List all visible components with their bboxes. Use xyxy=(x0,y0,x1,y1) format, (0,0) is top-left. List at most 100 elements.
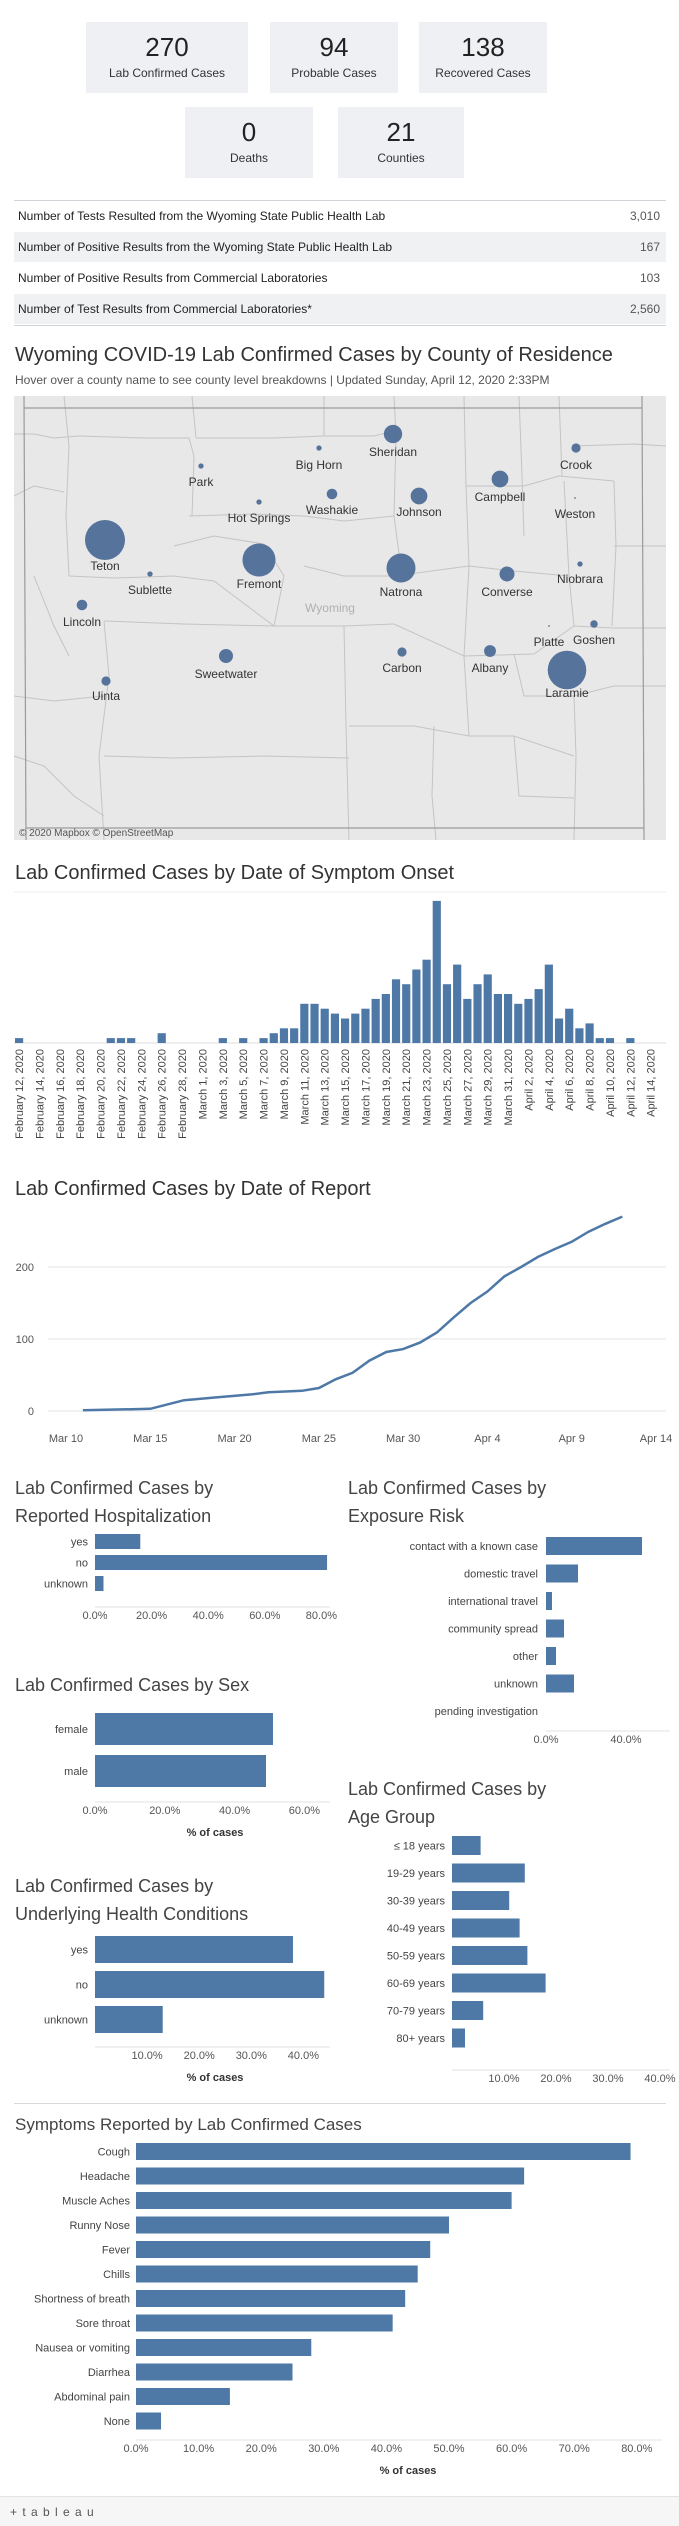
onset-bar[interactable] xyxy=(504,994,513,1043)
county-label[interactable]: Washakie xyxy=(306,503,359,517)
onset-bar[interactable] xyxy=(218,1038,227,1043)
onset-bar[interactable] xyxy=(463,998,472,1043)
onset-bar[interactable] xyxy=(534,989,543,1043)
county-marker[interactable] xyxy=(491,470,509,488)
bar[interactable] xyxy=(95,1576,104,1591)
onset-bar[interactable] xyxy=(330,1013,339,1043)
county-marker[interactable] xyxy=(577,561,583,567)
county-label[interactable]: Albany xyxy=(472,661,509,675)
cumulative-cases-line[interactable] xyxy=(82,1215,623,1412)
onset-bar[interactable] xyxy=(157,1033,166,1043)
bar[interactable] xyxy=(452,2001,484,2020)
county-label[interactable]: Johnson xyxy=(396,505,441,519)
county-marker[interactable] xyxy=(386,553,416,583)
onset-bar[interactable] xyxy=(116,1038,126,1043)
county-marker[interactable] xyxy=(410,487,428,505)
bar[interactable] xyxy=(95,1713,273,1745)
onset-bar[interactable] xyxy=(605,1038,615,1043)
bar[interactable] xyxy=(95,2006,163,2033)
county-marker[interactable] xyxy=(147,571,153,577)
county-marker[interactable] xyxy=(256,499,262,505)
county-marker[interactable] xyxy=(218,648,234,664)
county-label[interactable]: Lincoln xyxy=(63,615,101,629)
county-label[interactable]: Uinta xyxy=(92,689,120,703)
onset-bar[interactable] xyxy=(524,998,533,1043)
county-marker[interactable] xyxy=(397,647,407,657)
onset-bar[interactable] xyxy=(554,1018,564,1044)
bar[interactable] xyxy=(136,2314,393,2332)
county-label[interactable]: Weston xyxy=(555,507,595,521)
county-label[interactable]: Niobrara xyxy=(557,572,603,586)
county-label[interactable]: Sheridan xyxy=(369,445,417,459)
map-attribution[interactable]: © 2020 Mapbox © OpenStreetMap xyxy=(19,828,174,839)
onset-bar[interactable] xyxy=(300,1003,309,1043)
county-marker[interactable] xyxy=(484,645,496,657)
bar[interactable] xyxy=(136,2167,525,2185)
onset-bar[interactable] xyxy=(351,1013,360,1043)
onset-bar[interactable] xyxy=(320,1008,329,1043)
onset-bar[interactable] xyxy=(361,1008,370,1043)
onset-bar[interactable] xyxy=(371,998,380,1043)
county-marker[interactable] xyxy=(316,445,322,451)
bar[interactable] xyxy=(95,1755,267,1787)
county-label[interactable]: Fremont xyxy=(237,577,282,591)
bar[interactable] xyxy=(452,1973,546,1993)
bar[interactable] xyxy=(136,2339,312,2356)
onset-bar[interactable] xyxy=(279,1028,289,1043)
bar[interactable] xyxy=(95,1936,293,1963)
bar[interactable] xyxy=(136,2265,418,2283)
bar[interactable] xyxy=(546,1647,556,1665)
county-label[interactable]: Platte xyxy=(534,635,565,649)
onset-bar[interactable] xyxy=(259,1038,268,1043)
county-map[interactable]: Wyoming Park Big Horn Sheridan Crook Teton Ho… xyxy=(14,396,666,840)
tableau-logo[interactable]: + t a b l e a u xyxy=(10,2505,95,2519)
bar[interactable] xyxy=(95,1534,141,1549)
onset-bar[interactable] xyxy=(127,1038,136,1043)
county-label[interactable]: Hot Springs xyxy=(228,511,291,525)
bar[interactable] xyxy=(546,1537,642,1555)
onset-bar[interactable] xyxy=(432,900,441,1043)
county-marker[interactable] xyxy=(571,443,581,453)
onset-bar[interactable] xyxy=(544,964,553,1043)
county-label[interactable]: Crook xyxy=(560,458,593,472)
onset-bar[interactable] xyxy=(595,1038,604,1043)
county-label[interactable]: Carbon xyxy=(382,661,421,675)
bar[interactable] xyxy=(546,1592,552,1610)
county-marker[interactable] xyxy=(499,566,515,582)
onset-bar[interactable] xyxy=(453,964,462,1043)
county-marker[interactable] xyxy=(242,543,276,577)
bar[interactable] xyxy=(452,1918,520,1938)
onset-bar[interactable] xyxy=(290,1028,299,1043)
county-label[interactable]: Converse xyxy=(481,585,533,599)
onset-bar[interactable] xyxy=(422,959,431,1043)
bar[interactable] xyxy=(452,1891,510,1910)
bar[interactable] xyxy=(452,1946,528,1965)
onset-bar[interactable] xyxy=(442,984,452,1043)
county-marker[interactable] xyxy=(574,497,576,499)
county-marker[interactable] xyxy=(326,488,338,500)
county-label[interactable]: Teton xyxy=(90,559,119,573)
county-label[interactable]: Park xyxy=(189,475,215,489)
bar[interactable] xyxy=(136,2143,631,2160)
onset-bar[interactable] xyxy=(402,984,411,1043)
bar[interactable] xyxy=(136,2412,162,2430)
onset-bar[interactable] xyxy=(575,1028,584,1043)
bar[interactable] xyxy=(95,1555,328,1570)
onset-bar[interactable] xyxy=(585,1023,594,1043)
county-marker[interactable] xyxy=(101,676,111,686)
bar[interactable] xyxy=(136,2290,406,2307)
county-label[interactable]: Sweetwater xyxy=(195,667,258,681)
county-marker[interactable] xyxy=(547,650,587,690)
bar[interactable] xyxy=(136,2388,230,2405)
bar[interactable] xyxy=(452,2028,465,2048)
onset-bar[interactable] xyxy=(269,1033,278,1043)
bar[interactable] xyxy=(546,1619,564,1638)
bar[interactable] xyxy=(452,1836,481,1855)
county-marker[interactable] xyxy=(590,620,598,628)
onset-bar[interactable] xyxy=(15,1038,24,1043)
county-marker[interactable] xyxy=(85,520,125,560)
county-label[interactable]: Sublette xyxy=(128,583,172,597)
bar[interactable] xyxy=(136,2216,449,2234)
onset-bar[interactable] xyxy=(514,1003,523,1043)
onset-bar[interactable] xyxy=(239,1038,248,1043)
